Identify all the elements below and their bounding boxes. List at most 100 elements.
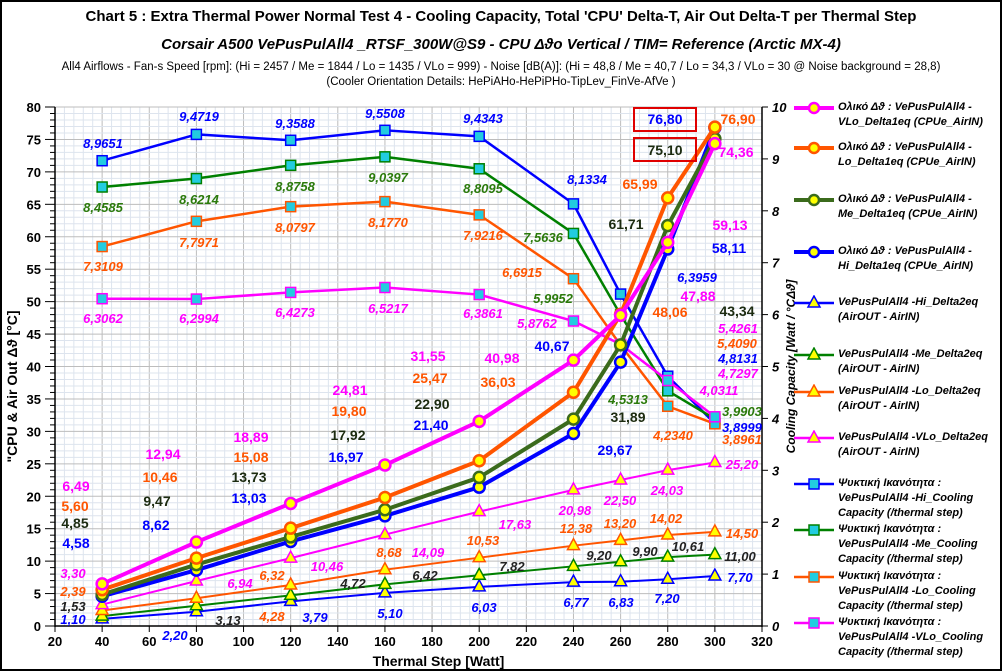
legend-item-lo-cooling: Ψυκτική Ικανότητα : VePusPulAll4 -Lo_Cool…	[794, 569, 1002, 614]
data-point-triangle	[377, 526, 393, 540]
data-label: 22,90	[414, 396, 449, 412]
cooler-orientation-info: (Cooler Orientation Details: HePiAHo-HeP…	[326, 76, 676, 88]
data-point-triangle	[660, 548, 675, 562]
data-point-triangle	[471, 566, 487, 581]
series-lo-delta2: 2,39 4,28 6,32 8,68 10,53 12,38 13,20 14,02 14,5…	[59, 511, 759, 624]
data-label: 43,34	[719, 303, 754, 319]
data-point-circle	[378, 490, 392, 505]
data-point-square	[96, 240, 108, 253]
data-label: 31,55	[410, 348, 445, 364]
legend-marker	[794, 524, 834, 536]
y-tick-label: 60	[27, 230, 41, 245]
data-label: 4,8131	[717, 351, 758, 366]
legend-label: Capacity (/thermal step)	[838, 553, 963, 565]
x-tick-label: 160	[374, 634, 396, 649]
data-point-square	[190, 128, 203, 141]
data-label: 7,7971	[179, 235, 219, 250]
data-point-circle	[189, 535, 204, 549]
data-point-square	[190, 293, 203, 305]
data-label: 4,5313	[607, 392, 649, 407]
data-label: 17,63	[499, 517, 532, 532]
data-point-triangle	[94, 596, 110, 610]
data-label: 61,71	[608, 216, 643, 232]
legend-label: Capacity (/thermal step)	[838, 600, 963, 612]
data-label: 6,94	[227, 576, 253, 591]
data-label: 10,46	[311, 559, 344, 574]
data-point-square	[96, 292, 108, 305]
legend-label: Hi_Delta1eq (CPUe_AirIN)	[838, 260, 974, 272]
data-point-square	[96, 154, 108, 167]
data-label: 4,0311	[699, 383, 739, 398]
highlight-box-75-10	[633, 137, 697, 162]
data-point-circle	[95, 577, 109, 591]
data-label: 20,98	[558, 503, 592, 518]
legend-label: VePusPulAll4 -Me_Cooling	[838, 538, 978, 550]
data-label: 3,30	[60, 566, 86, 581]
x-tick-label: 80	[189, 634, 203, 649]
data-point-circle	[660, 191, 675, 205]
data-label: 7,70	[727, 570, 753, 585]
data-label: 6,77	[563, 595, 589, 610]
data-label: 5,10	[377, 606, 403, 621]
data-label: 3,8961	[722, 432, 762, 447]
data-label: 9,90	[632, 544, 658, 559]
data-label: 13,03	[231, 490, 266, 506]
data-point-square	[284, 159, 297, 172]
x-tick-label: 320	[751, 634, 773, 649]
data-label: 4,2340	[652, 428, 694, 443]
data-point-triangle	[283, 586, 298, 601]
data-label: 48,06	[652, 304, 687, 320]
series-lo-cooling: 7,3109 7,7971 8,0797 8,1770 7,9216 6,6915 5,40…	[83, 195, 762, 447]
data-label: 40,98	[484, 350, 519, 366]
legend-label: Capacity (/thermal step)	[838, 646, 963, 658]
legend-label: Ψυκτική Ικανότητα :	[838, 523, 942, 535]
data-label: 65,99	[622, 176, 657, 192]
data-point-circle	[566, 412, 581, 426]
data-point-triangle	[707, 453, 723, 468]
data-label: 2,20	[161, 628, 188, 643]
data-point-triangle	[471, 578, 487, 592]
data-label: 6,3062	[83, 311, 124, 326]
legend-item-vlo-delta1: Ολικό Δϑ : VePusPulAll4 - VLo_Delta1eq (C…	[794, 100, 1002, 130]
data-point-square	[473, 163, 485, 175]
legend-item-hi-delta1: Ολικό Δϑ : VePusPulAll4 - Hi_Delta1eq (CP…	[794, 244, 1002, 274]
data-label: 76,80	[647, 111, 682, 127]
legend-label: Ψυκτική Ικανότητα :	[838, 616, 942, 628]
legend-label: VePusPulAll4 -VLo_Cooling	[838, 631, 984, 643]
legend-marker	[794, 193, 834, 207]
legend-label: (AirOUT - AirIN)	[838, 363, 920, 375]
legend-marker	[794, 478, 834, 490]
data-label: 4,58	[62, 535, 89, 551]
legend-item-lo-delta1: Ολικό Δϑ : VePusPulAll4 - Lo_Delta1eq (CP…	[794, 140, 1002, 170]
y-tick-label: 25	[27, 457, 41, 472]
data-label: 9,47	[143, 493, 170, 509]
legend-label: VePusPulAll4 -Hi_Cooling	[838, 492, 974, 504]
data-point-square	[567, 272, 580, 285]
data-label: 7,82	[499, 559, 525, 574]
data-label: 8,8758	[275, 179, 316, 194]
legend-label: VePusPulAll4 -Hi_Delta2eq	[838, 296, 979, 308]
legend-label: VePusPulAll4 -Lo_Delta2eq	[838, 385, 981, 397]
data-point-triangle	[377, 584, 393, 598]
data-point-square	[379, 281, 391, 294]
data-point-triangle	[566, 537, 581, 551]
legend-marker	[794, 571, 834, 583]
data-label: 1,10	[60, 612, 86, 627]
y2-tick-label: 3	[772, 463, 780, 478]
data-point-circle	[613, 355, 628, 369]
legend-item-me-delta1: Ολικό Δϑ : VePusPulAll4 - Me_Delta1eq (CP…	[794, 192, 1002, 222]
data-point-square	[379, 124, 391, 137]
y2-tick-label: 2	[771, 515, 780, 530]
legend-label: Ψυκτική Ικανότητα :	[838, 570, 942, 582]
data-label: 6,83	[608, 595, 634, 610]
data-label: 10,53	[467, 533, 500, 548]
data-label: 5,60	[61, 498, 88, 514]
data-label: 6,3959	[677, 270, 718, 285]
y2-tick-label: 7	[772, 256, 780, 271]
y2-axis-label: Cooling Capacity [Watt / °CΔϑ]	[784, 279, 798, 454]
data-label: 6,42	[412, 568, 438, 583]
y-tick-label: 70	[27, 165, 41, 180]
y-tick-label: 30	[27, 424, 41, 439]
data-label: 12,94	[145, 446, 180, 462]
y-axis-label: "CPU & Air Out Δϑ [°C]	[4, 310, 20, 462]
